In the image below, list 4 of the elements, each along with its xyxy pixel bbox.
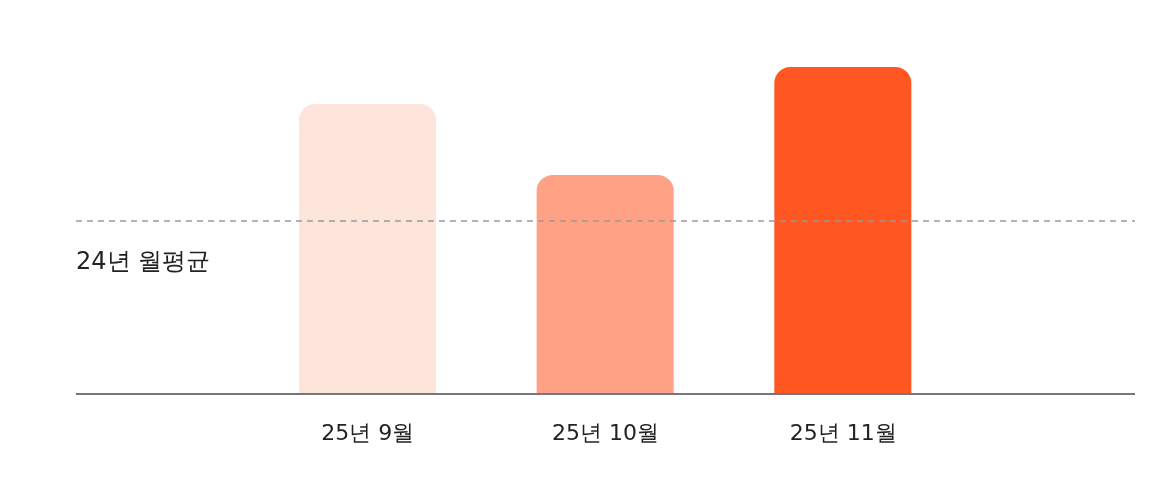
x-tick-label: 25년 11월 xyxy=(789,419,897,445)
x-tick-label: 25년 10월 xyxy=(552,419,659,445)
x-tick-label: 25년 9월 xyxy=(321,419,415,445)
ref-line-label: 24년 월평균 xyxy=(76,247,211,276)
